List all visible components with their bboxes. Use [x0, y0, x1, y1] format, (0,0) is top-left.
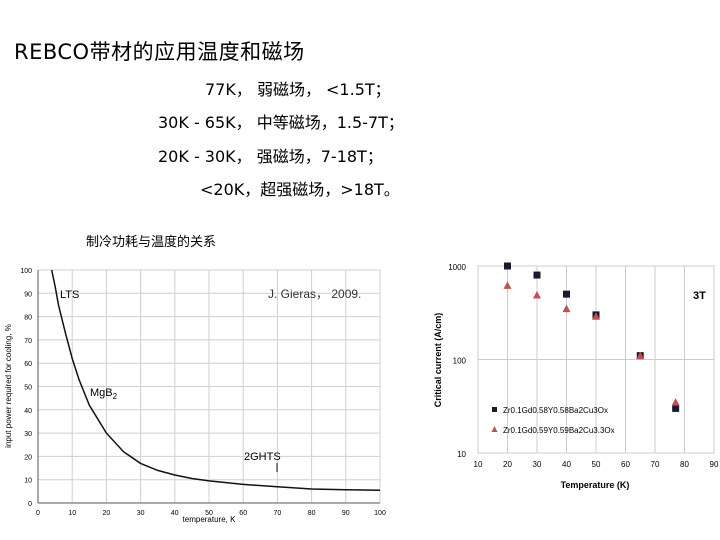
- legend-triangle-marker: [491, 426, 498, 432]
- left-y-tick-label: 80: [24, 315, 32, 322]
- triangle-data-point: [562, 304, 571, 313]
- left-y-tick-labels: 0 10 20 30 40 50 60 70 80 90 100: [20, 268, 32, 508]
- right-x-tick-label: 20: [503, 460, 512, 469]
- spec-line-20-30k: 20K - 30K， 强磁场，7-18T；: [158, 147, 383, 166]
- left-y-tick-label: 0: [28, 501, 32, 508]
- left-x-tick-label: 40: [171, 510, 179, 517]
- legend-entry-1: Zr0.1Gd0.58Y0.58Ba2Cu3Ox: [503, 406, 608, 415]
- spec-line-30-65k: 30K - 65K， 中等磁场，1.5-7T；: [158, 113, 404, 132]
- left-x-axis-label: temperature, K: [183, 515, 237, 524]
- square-data-point: [672, 404, 680, 412]
- square-data-point: [563, 290, 570, 298]
- triangle-data-point: [503, 281, 512, 289]
- left-y-tick-label: 70: [24, 338, 32, 345]
- citation: J. Gieras， 2009.: [268, 287, 361, 301]
- right-y-tick-label: 1000: [448, 263, 466, 272]
- cooling-power-curve: [50, 269, 381, 491]
- right-y-axis-label: Critical current (A/cm): [433, 313, 443, 408]
- right-chart-grid: [477, 265, 715, 454]
- left-y-tick-label: 40: [24, 408, 32, 415]
- right-x-tick-label: 90: [710, 460, 719, 469]
- left-y-tick-label: 90: [24, 291, 32, 298]
- left-x-tick-label: 80: [308, 510, 316, 517]
- right-x-tick-label: 10: [474, 460, 483, 469]
- spec-line-below-20k: <20K，超强磁场，>18T。: [200, 180, 400, 199]
- left-x-tick-labels: 0 10 20 30 40 50 60 70 80 90 100: [36, 510, 386, 517]
- page-title: REBCO带材的应用温度和磁场: [14, 40, 305, 64]
- left-x-tick-label: 10: [68, 510, 76, 517]
- right-x-tick-label: 70: [651, 460, 660, 469]
- triangle-data-point: [592, 312, 600, 320]
- left-x-tick-label: 30: [137, 510, 145, 517]
- left-x-tick-label: 60: [239, 510, 247, 517]
- left-y-tick-label: 60: [24, 361, 32, 368]
- right-y-tick-label: 100: [453, 357, 467, 366]
- legend-square-marker: [492, 407, 497, 412]
- ghts-label: 2GHTS: [244, 451, 281, 463]
- triangle-data-point: [533, 290, 541, 299]
- right-x-tick-label: 50: [592, 460, 601, 469]
- mgb2-label: MgB2: [90, 387, 118, 401]
- left-y-tick-label: 30: [24, 431, 32, 438]
- legend-entry-2: Zr0.1Gd0.59Y0.59Ba2Cu3.3Ox: [503, 426, 615, 435]
- right-x-tick-label: 60: [621, 460, 630, 469]
- right-y-tick-labels: 10 100 1000: [448, 263, 466, 459]
- triangle-data-point: [636, 351, 645, 360]
- left-x-tick-label: 70: [274, 510, 282, 517]
- left-y-axis-label: input power required for cooling, %: [4, 324, 13, 448]
- critical-current-chart: 10 100 1000 10 20 30 40 50 60 70 80 90 3T Zr0.1Gd0…: [433, 262, 719, 490]
- right-x-tick-label: 40: [562, 460, 571, 469]
- section-subtitle: 制冷功耗与温度的关系: [86, 235, 217, 250]
- square-data-point: [504, 262, 511, 270]
- square-data-point: [533, 271, 541, 279]
- left-y-tick-label: 100: [20, 268, 32, 275]
- left-x-tick-label: 50: [205, 510, 213, 517]
- right-x-axis-label: Temperature (K): [561, 480, 630, 490]
- field-label: 3T: [693, 290, 706, 302]
- left-x-tick-label: 100: [374, 510, 386, 517]
- triangle-data-point: [671, 398, 680, 406]
- spec-line-77k: 77K， 弱磁场， <1.5T；: [205, 80, 391, 99]
- lts-label: LTS: [60, 289, 79, 301]
- right-x-tick-label: 80: [680, 460, 689, 469]
- left-x-tick-label: 90: [342, 510, 350, 517]
- left-y-tick-label: 50: [24, 385, 32, 392]
- right-x-tick-label: 30: [533, 460, 542, 469]
- series-squares: [504, 262, 680, 412]
- cooling-power-chart: 0 10 20 30 40 50 60 70 80 90 100 0 10 20 30 40 50 60 70 80…: [4, 268, 386, 524]
- right-y-tick-label: 10: [457, 450, 466, 459]
- left-x-tick-label: 0: [36, 510, 40, 517]
- left-x-tick-label: 20: [103, 510, 111, 517]
- series-triangles: [503, 281, 680, 406]
- left-y-tick-label: 10: [24, 478, 32, 485]
- right-x-tick-labels: 10 20 30 40 50 60 70 80 90: [474, 460, 719, 469]
- left-y-tick-label: 20: [24, 454, 32, 461]
